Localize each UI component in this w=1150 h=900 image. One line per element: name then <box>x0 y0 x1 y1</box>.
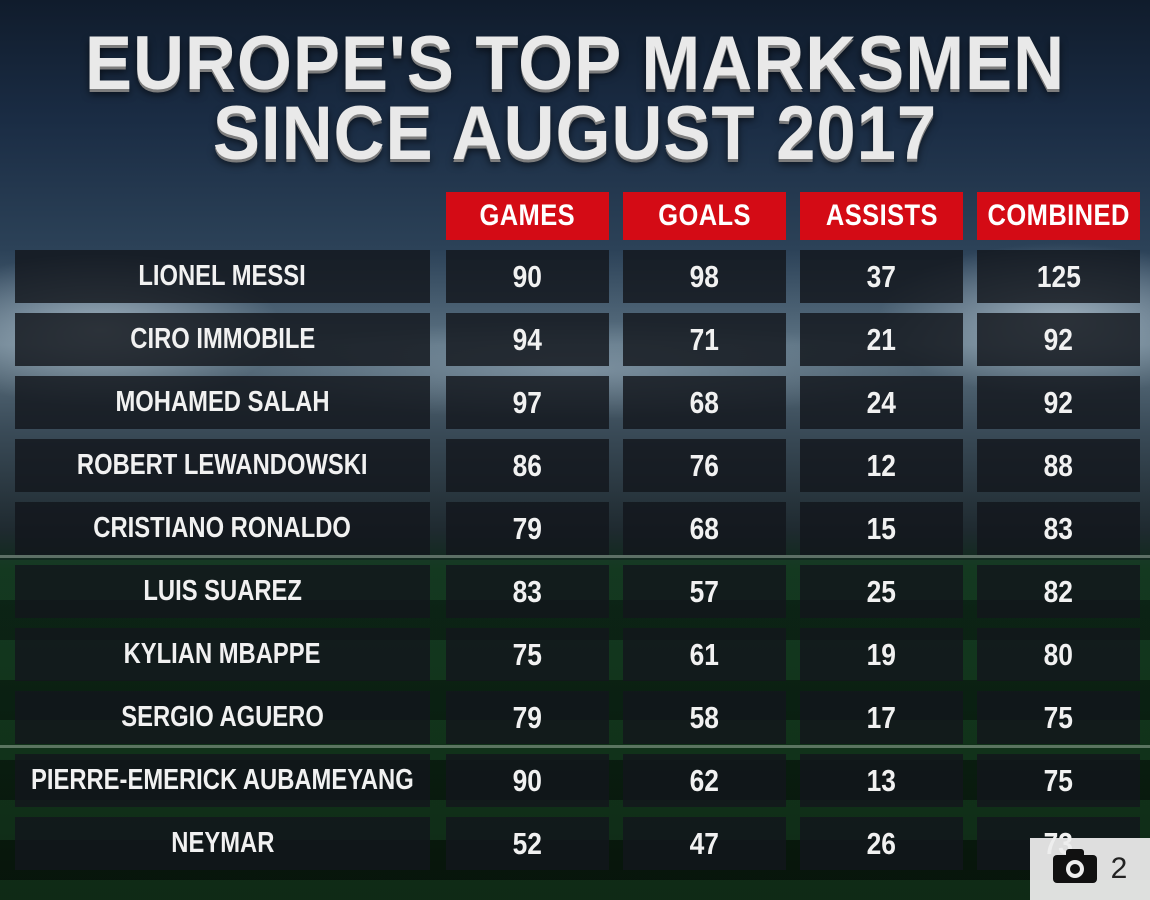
column-header-combined: COMBINED <box>977 192 1140 240</box>
games-value: 83 <box>446 565 609 618</box>
player-name: MOHAMED SALAH <box>15 376 430 429</box>
assists-value: 25 <box>800 565 963 618</box>
games-value: 79 <box>446 502 609 555</box>
player-name: KYLIAN MBAPPE <box>15 628 430 681</box>
goals-value: 98 <box>623 250 786 303</box>
combined-value: 92 <box>977 313 1140 366</box>
games-value: 52 <box>446 817 609 870</box>
player-name: CRISTIANO RONALDO <box>15 502 430 555</box>
pitch-line <box>0 745 1150 748</box>
gallery-badge[interactable]: 2 <box>1030 838 1150 900</box>
assists-value: 26 <box>800 817 963 870</box>
assists-value: 37 <box>800 250 963 303</box>
player-name: NEYMAR <box>15 817 430 870</box>
assists-value: 17 <box>800 691 963 744</box>
goals-value: 57 <box>623 565 786 618</box>
chart-subtitle: SINCE AUGUST 2017 <box>212 91 938 176</box>
assists-value: 19 <box>800 628 963 681</box>
goals-value: 62 <box>623 754 786 807</box>
games-value: 79 <box>446 691 609 744</box>
player-name: LUIS SUAREZ <box>15 565 430 618</box>
player-name: LIONEL MESSI <box>15 250 430 303</box>
goals-value: 71 <box>623 313 786 366</box>
combined-value: 75 <box>977 754 1140 807</box>
games-value: 90 <box>446 250 609 303</box>
gallery-count: 2 <box>1110 852 1128 885</box>
combined-value: 75 <box>977 691 1140 744</box>
goals-value: 68 <box>623 502 786 555</box>
combined-value: 82 <box>977 565 1140 618</box>
assists-value: 24 <box>800 376 963 429</box>
column-header-assists: ASSISTS <box>800 192 963 240</box>
combined-value: 92 <box>977 376 1140 429</box>
combined-value: 125 <box>977 250 1140 303</box>
combined-value: 83 <box>977 502 1140 555</box>
assists-value: 12 <box>800 439 963 492</box>
player-name: SERGIO AGUERO <box>15 691 430 744</box>
column-header-goals: GOALS <box>623 192 786 240</box>
goals-value: 47 <box>623 817 786 870</box>
games-value: 75 <box>446 628 609 681</box>
games-value: 90 <box>446 754 609 807</box>
goals-value: 58 <box>623 691 786 744</box>
player-name: ROBERT LEWANDOWSKI <box>15 439 430 492</box>
column-header-games: GAMES <box>446 192 609 240</box>
goals-value: 76 <box>623 439 786 492</box>
games-value: 97 <box>446 376 609 429</box>
assists-value: 15 <box>800 502 963 555</box>
assists-value: 21 <box>800 313 963 366</box>
player-name: CIRO IMMOBILE <box>15 313 430 366</box>
chart-title: EUROPE'S TOP MARKSMEN <box>84 21 1066 106</box>
player-name: PIERRE-EMERICK AUBAMEYANG <box>15 754 430 807</box>
combined-value: 80 <box>977 628 1140 681</box>
goals-value: 68 <box>623 376 786 429</box>
goals-value: 61 <box>623 628 786 681</box>
assists-value: 13 <box>800 754 963 807</box>
camera-icon <box>1052 849 1097 883</box>
pitch-line <box>0 555 1150 558</box>
combined-value: 88 <box>977 439 1140 492</box>
games-value: 86 <box>446 439 609 492</box>
games-value: 94 <box>446 313 609 366</box>
